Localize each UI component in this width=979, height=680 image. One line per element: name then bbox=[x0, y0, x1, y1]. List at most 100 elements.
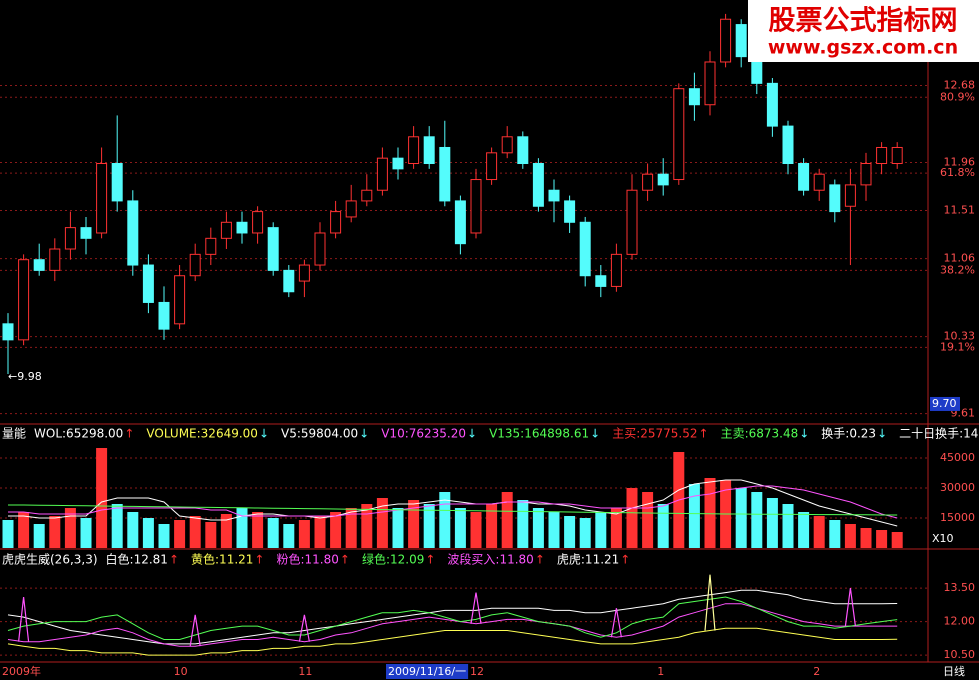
header-arrow: ↑ bbox=[169, 553, 179, 567]
volume-bar bbox=[423, 504, 435, 548]
y-tick-label: 45000 bbox=[940, 451, 975, 464]
header-arrow: ↑ bbox=[620, 553, 630, 567]
candle-body bbox=[548, 189, 560, 202]
candle-body bbox=[96, 163, 108, 234]
header-arrow: ↑ bbox=[124, 427, 134, 441]
volume-bar bbox=[252, 512, 264, 548]
x-tick-label: 11 bbox=[298, 665, 312, 678]
volume-bar bbox=[33, 524, 45, 548]
header-arrow: ↑ bbox=[254, 553, 264, 567]
watermark-title: 股票公式指标网 bbox=[769, 6, 958, 37]
indicator-line bbox=[7, 596, 898, 640]
candle-body bbox=[174, 275, 186, 325]
cursor-price-box bbox=[930, 396, 960, 411]
volume-bar bbox=[595, 512, 607, 548]
candle-body bbox=[111, 163, 123, 202]
signal-spike bbox=[704, 574, 716, 631]
candle-body bbox=[361, 189, 373, 202]
candle-body bbox=[517, 136, 529, 165]
candle-body bbox=[49, 248, 61, 271]
signal-spike bbox=[298, 614, 310, 642]
header-value: WOL:65298.00 bbox=[34, 427, 123, 441]
y-tick-label: 30000 bbox=[940, 481, 975, 494]
candle-body bbox=[454, 200, 466, 245]
candle-body bbox=[189, 253, 201, 277]
y-tick-label: 80.9% bbox=[940, 90, 975, 103]
candle-body bbox=[439, 146, 451, 202]
y-tick-label: 12.68 bbox=[944, 78, 976, 91]
volume-bar bbox=[782, 504, 794, 548]
candle-body bbox=[2, 323, 14, 341]
volume-bar bbox=[267, 518, 279, 548]
header-arrow: ↓ bbox=[877, 427, 887, 441]
candle-body bbox=[158, 301, 170, 330]
candle-body bbox=[142, 264, 154, 303]
volume-bar bbox=[392, 508, 404, 548]
volume-bar bbox=[860, 528, 872, 548]
cursor-date-box bbox=[386, 664, 469, 679]
volume-bar bbox=[626, 488, 638, 548]
volume-bar bbox=[64, 508, 76, 548]
candle-body bbox=[470, 179, 482, 234]
candle-body bbox=[501, 136, 513, 154]
volume-bar bbox=[298, 520, 310, 548]
volume-bar bbox=[766, 498, 778, 548]
volume-bar bbox=[579, 518, 591, 548]
indicator-line bbox=[7, 589, 898, 645]
candle-body bbox=[392, 157, 404, 170]
volume-bar bbox=[80, 518, 92, 548]
header-value: 主卖:6873.48 bbox=[721, 427, 799, 441]
volume-bar bbox=[454, 508, 466, 548]
signal-spike bbox=[470, 592, 482, 624]
y-tick-label: 15000 bbox=[940, 511, 975, 524]
watermark-url: www.gszx.com.cn bbox=[768, 37, 958, 59]
candle-body bbox=[844, 184, 856, 207]
volume-bar bbox=[688, 484, 700, 548]
volume-bar bbox=[314, 516, 326, 548]
volume-bar bbox=[111, 504, 123, 548]
header-value: 粉色:11.80 bbox=[276, 553, 338, 567]
header-value: 二十日换手:14.83 bbox=[899, 427, 979, 441]
signal-spike bbox=[610, 608, 622, 638]
header-value: VOLUME:32649.00 bbox=[146, 427, 258, 441]
header-value: 波段买入:11.80 bbox=[447, 552, 533, 567]
volume-bar bbox=[610, 508, 622, 548]
header-value: 黄色:11.21 bbox=[191, 553, 253, 567]
header-arrow: ↓ bbox=[467, 427, 477, 441]
volume-bar bbox=[829, 520, 841, 548]
candle-body bbox=[18, 259, 30, 341]
volume-bar bbox=[2, 520, 14, 548]
candle-body bbox=[298, 264, 310, 282]
candle-body bbox=[236, 221, 248, 234]
y-tick-label: 11.51 bbox=[944, 204, 976, 217]
header-value: 白色:12.81 bbox=[106, 552, 168, 567]
candle-body bbox=[766, 82, 778, 127]
header-arrow: ↓ bbox=[259, 427, 269, 441]
header-arrow: ↑ bbox=[340, 553, 350, 567]
x-tick-label: 10 bbox=[174, 665, 188, 678]
volume-bar bbox=[189, 516, 201, 548]
header-arrow: ↑ bbox=[535, 553, 545, 567]
signal-spike bbox=[18, 596, 30, 642]
candle-body bbox=[423, 136, 435, 165]
indicator-line bbox=[7, 627, 898, 656]
y-tick-label: 11.96 bbox=[944, 155, 976, 168]
candle-body bbox=[33, 259, 45, 271]
volume-bar bbox=[564, 516, 576, 548]
y-tick-label: 10.50 bbox=[944, 648, 976, 661]
candle-body bbox=[860, 163, 872, 186]
volume-bar bbox=[361, 504, 373, 548]
volume-bar bbox=[174, 520, 186, 548]
volume-bar bbox=[798, 512, 810, 548]
volume-bar bbox=[844, 524, 856, 548]
indicator-line bbox=[8, 504, 898, 516]
volume-bar bbox=[657, 504, 669, 548]
x-tick-label-cursor: 2009/11/16/一 bbox=[388, 665, 466, 678]
volume-bar bbox=[96, 448, 108, 548]
header-value: 绿色:12.09 bbox=[362, 552, 424, 567]
y-tick-label: 10.33 bbox=[944, 330, 976, 343]
volume-bar bbox=[205, 522, 217, 548]
candle-body bbox=[720, 18, 732, 63]
signal-spike bbox=[844, 588, 856, 627]
